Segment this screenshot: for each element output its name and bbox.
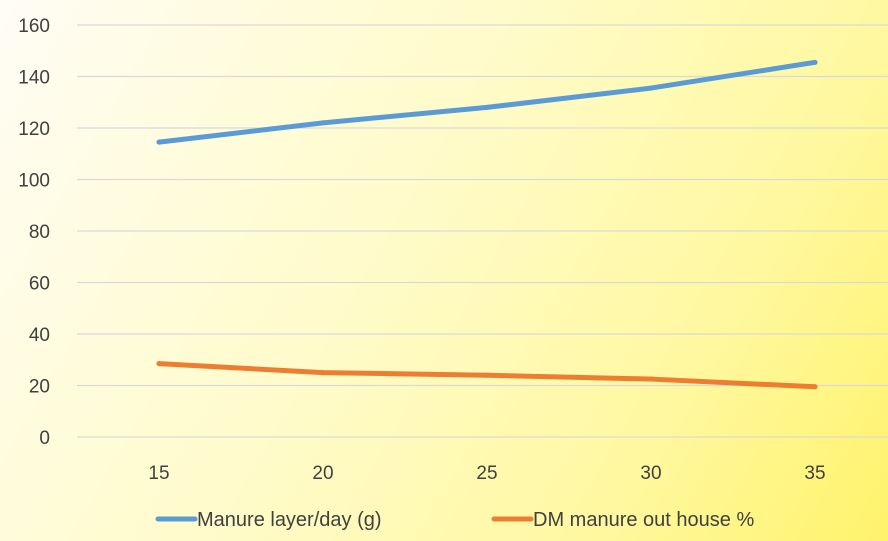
y-tick-label: 60 — [29, 274, 50, 295]
legend-item-2: DM manure out house % — [491, 509, 754, 531]
legend: Manure layer/day (g) DM manure out house … — [155, 509, 754, 531]
data-point — [156, 361, 162, 367]
data-point — [484, 372, 490, 378]
data-point — [320, 120, 326, 126]
legend-item-1: Manure layer/day (g) — [155, 509, 382, 531]
gridlines — [77, 24, 888, 438]
data-point — [648, 376, 654, 382]
x-tick-label: 20 — [312, 463, 333, 484]
data-point — [320, 370, 326, 376]
x-tick-label: 35 — [804, 463, 825, 484]
y-tick-label: 100 — [18, 171, 50, 192]
y-tick-label: 20 — [29, 377, 50, 398]
x-axis-tick-labels: 15 20 25 30 35 — [148, 463, 825, 484]
data-point — [812, 384, 818, 390]
series-lines — [156, 59, 818, 390]
legend-label: Manure layer/day (g) — [197, 509, 382, 531]
x-tick-label: 15 — [148, 463, 169, 484]
y-tick-label: 40 — [29, 325, 50, 346]
data-point — [484, 104, 490, 110]
data-point — [156, 139, 162, 145]
series-line-1 — [156, 59, 818, 145]
data-point — [648, 85, 654, 91]
y-axis-tick-labels: 0 20 40 60 80 100 120 140 160 — [18, 16, 50, 449]
x-tick-label: 30 — [640, 463, 661, 484]
y-tick-label: 140 — [18, 68, 50, 89]
data-point — [812, 59, 818, 65]
y-tick-label: 160 — [18, 16, 50, 37]
y-tick-label: 0 — [39, 428, 50, 449]
x-tick-label: 25 — [476, 463, 497, 484]
y-tick-label: 80 — [29, 222, 50, 243]
legend-label: DM manure out house % — [533, 509, 754, 531]
y-tick-label: 120 — [18, 119, 50, 140]
